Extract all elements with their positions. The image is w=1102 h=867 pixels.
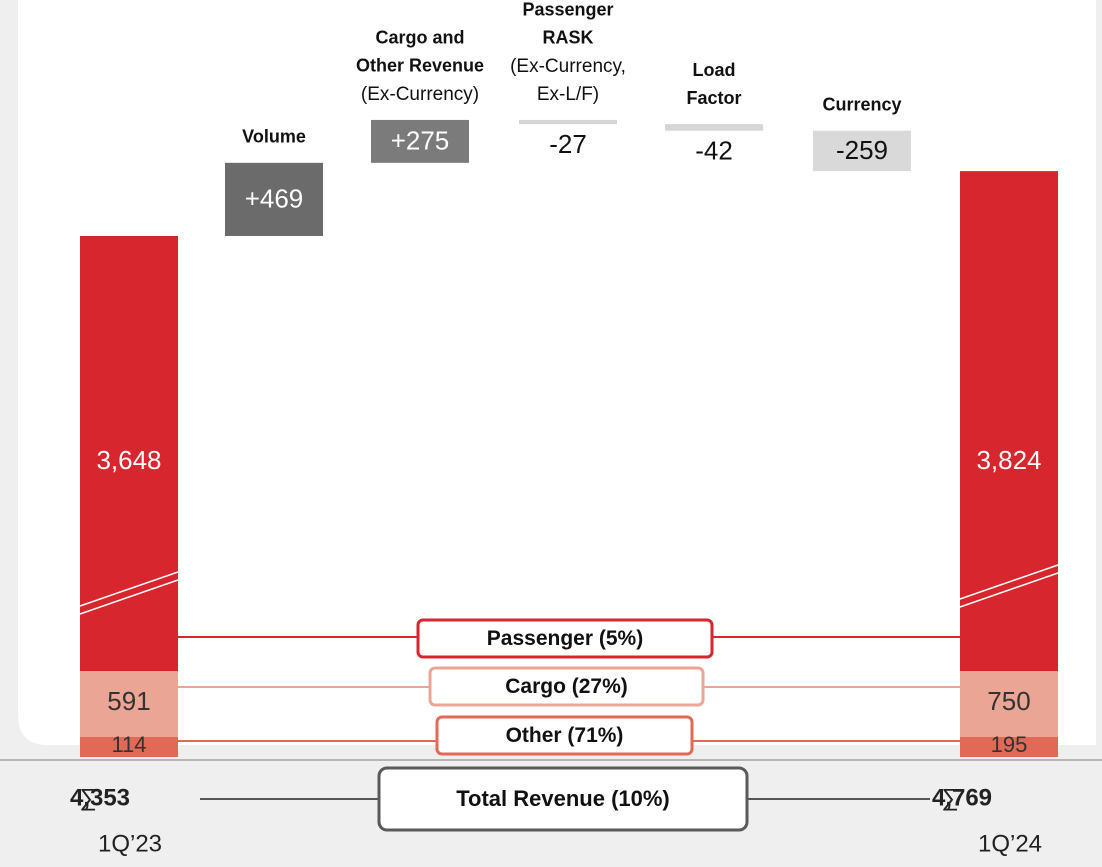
step-label: +275: [391, 125, 450, 155]
legend-box: [435, 715, 694, 756]
step-title: Cargo and: [375, 28, 464, 48]
segment-label: 114: [111, 732, 146, 757]
legend-label: Cargo (27%): [505, 675, 628, 698]
segment: [960, 171, 1058, 671]
step-label: -259: [836, 135, 888, 165]
axis-break: [79, 571, 179, 607]
step-note: (Ex-Currency,: [510, 56, 626, 77]
step-note: (Ex-Currency): [361, 84, 479, 105]
legend-label: Other (71%): [506, 724, 624, 747]
segment: [80, 671, 178, 737]
legend-box: [428, 666, 705, 707]
segment: [80, 236, 178, 671]
axis-break: [959, 572, 1059, 608]
category-label: 1Q’23: [98, 830, 162, 857]
step: [225, 162, 323, 236]
step: [519, 119, 617, 125]
segment-label: 3,824: [976, 445, 1041, 475]
sum-symbol: ∑: [941, 784, 958, 811]
step-note: Ex-L/F): [537, 84, 599, 105]
segment: [960, 671, 1058, 737]
total-name: Total Revenue (10%): [456, 786, 670, 811]
step-label: +469: [245, 183, 304, 213]
total-box: [377, 766, 749, 832]
legend-label: Passenger (5%): [487, 627, 643, 650]
step: [813, 130, 911, 172]
total-label: 4,769: [932, 784, 992, 811]
step-title: RASK: [542, 28, 593, 48]
step-title: Factor: [686, 88, 741, 108]
legend-box: [416, 618, 714, 659]
step-title: Currency: [822, 94, 901, 114]
step-title: Load: [693, 60, 736, 80]
step: [371, 119, 469, 163]
segment-label: 750: [987, 686, 1030, 716]
step-title: Volume: [242, 127, 306, 147]
step: [665, 124, 763, 131]
segment-label: 591: [107, 686, 150, 716]
category-label: 1Q’24: [978, 830, 1042, 857]
step-title: Other Revenue: [356, 56, 484, 76]
step-title: Passenger: [522, 0, 613, 20]
step-label: -27: [549, 129, 587, 159]
segment-label: 3,648: [96, 445, 161, 475]
segment: [80, 737, 178, 757]
axis-break: [79, 579, 179, 615]
segment: [960, 737, 1058, 757]
total-label: 4,353: [70, 784, 130, 811]
step-label: -42: [695, 136, 733, 166]
sum-symbol: ∑: [79, 784, 96, 811]
segment-label: 195: [991, 732, 1028, 757]
axis-break: [959, 564, 1059, 600]
